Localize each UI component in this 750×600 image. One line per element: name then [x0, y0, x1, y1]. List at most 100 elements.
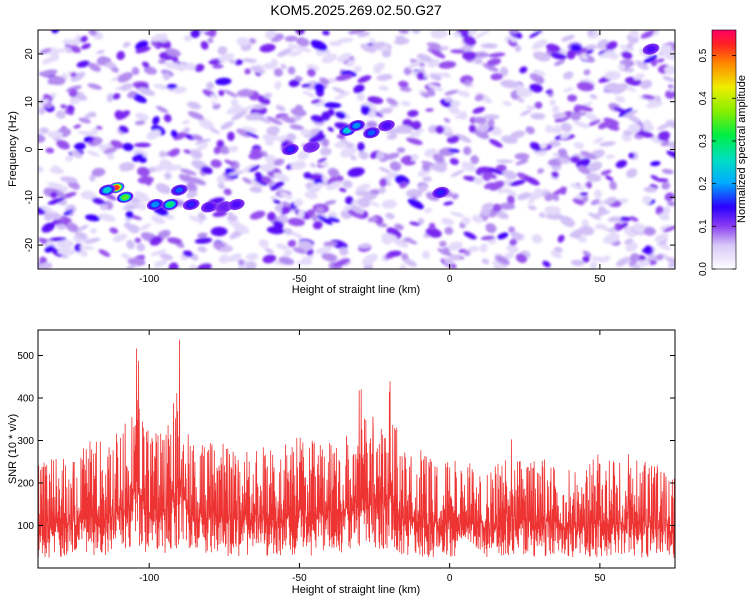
spectrogram-noise-blob [589, 94, 598, 100]
spectrogram-noise-blob [632, 223, 646, 233]
spectrogram-noise-blob [389, 161, 402, 171]
spectrogram-noise-blob [39, 48, 52, 55]
spectrogram-noise-blob [667, 200, 675, 207]
spectrogram-noise-blob [502, 100, 512, 107]
spectrogram-noise-blob [340, 146, 357, 158]
spectrogram-noise-blob [215, 77, 232, 86]
spectrogram-noise-blob [141, 61, 150, 68]
snr-x-axis-label: Height of straight line (km) [292, 584, 420, 596]
spectrogram-noise-blob [116, 50, 126, 61]
spectrogram-noise-blob [502, 170, 517, 180]
spectrogram-noise-blob [603, 233, 620, 244]
spectrogram-noise-blob [308, 134, 326, 144]
spectrogram-noise-blob [65, 155, 74, 162]
spectrogram-noise-blob [530, 112, 546, 120]
spectrogram-noise-blob [270, 126, 279, 136]
spectrogram-noise-blob [91, 167, 106, 177]
spectrogram-noise-blob [533, 51, 551, 62]
spectrogram-noise-blob [525, 176, 540, 186]
spectrogram-noise-blob [468, 124, 476, 133]
spectrogram-noise-blob [234, 59, 244, 66]
spectrogram-noise-blob [367, 96, 384, 104]
spectrogram-noise-blob [275, 104, 286, 112]
spectrogram-noise-blob [597, 206, 607, 215]
spectrogram-noise-blob [47, 131, 64, 139]
y-tick-label: 0 [24, 146, 35, 152]
spectrogram-noise-blob [403, 67, 412, 76]
spectrogram-noise-blob [280, 63, 287, 70]
spectrogram-noise-blob [74, 243, 83, 252]
spectrogram-noise-blob [112, 93, 121, 100]
spectrogram-noise-blob [443, 201, 454, 206]
spectrogram-noise-blob [256, 114, 271, 124]
spectrogram-noise-blob [347, 209, 365, 219]
spectrogram-noise-blob [134, 142, 151, 148]
spectrogram-noise-blob [580, 150, 597, 160]
spectrogram-noise-blob [189, 177, 207, 186]
spectrogram-noise-blob [353, 65, 362, 73]
spectrogram-noise-blob [350, 204, 365, 214]
spectrogram-noise-blob [596, 39, 609, 50]
spectrogram-noise-blob [178, 173, 193, 183]
spectrogram-noise-blob [407, 60, 422, 69]
spectrogram-noise-blob [245, 131, 259, 139]
spectrogram-noise-blob [604, 196, 617, 205]
spectrogram-noise-blob [321, 138, 330, 147]
spectrogram-noise-blob [134, 120, 146, 126]
spectrogram-noise-blob [57, 247, 76, 256]
spectrogram-noise-blob [561, 34, 575, 42]
spectrogram-noise-blob [422, 250, 430, 259]
spectrogram-noise-blob [426, 88, 436, 97]
spectrogram-noise-blob [173, 131, 188, 141]
spectrogram-noise-blob [346, 59, 356, 67]
spectrogram-noise-blob [586, 173, 602, 182]
spectrogram-noise-blob [357, 142, 365, 152]
spectrogram-noise-blob [137, 166, 150, 177]
spectrogram-noise-blob [323, 102, 342, 109]
spectrogram-noise-blob [450, 49, 465, 54]
spectrogram-noise-blob [573, 120, 590, 129]
spectrogram-noise-blob [228, 253, 242, 262]
spectrogram-noise-blob [600, 169, 612, 176]
spectrogram-noise-blob [531, 39, 548, 50]
spectrogram-noise-blob [310, 162, 316, 168]
colorbar-label: Normalized spectral amplitude [736, 75, 748, 223]
spectrogram-noise-blob [585, 49, 594, 54]
spectrogram-noise-blob [39, 256, 47, 264]
x-tick-label: -50 [292, 274, 307, 285]
spectrogram-noise-blob [50, 191, 58, 199]
spectrogram-noise-blob [550, 250, 562, 259]
spectrogram-noise-blob [63, 209, 74, 216]
spectrogram-y-axis-label: Frequency (Hz) [7, 111, 19, 187]
spectrogram-noise-blob [572, 229, 582, 239]
spectrogram-noise-blob [448, 241, 463, 251]
spectrogram-noise-blob [126, 239, 135, 250]
spectrogram-noise-blob [421, 92, 430, 98]
spectrogram-noise-blob [288, 79, 300, 87]
spectrogram-noise-blob [403, 258, 417, 267]
spectrogram-noise-blob [474, 129, 490, 139]
spectrogram-noise-blob [73, 124, 82, 129]
spectrogram-noise-blob [187, 101, 202, 110]
spectrogram-noise-blob [430, 49, 446, 59]
snr-y-axis-label: SNR (10 * v/v) [7, 414, 19, 484]
spectrogram-noise-blob [194, 63, 205, 72]
x-tick-label: -50 [292, 573, 307, 584]
spectrogram-noise-blob [55, 110, 66, 119]
spectrogram-noise-blob [445, 96, 453, 103]
spectrogram-noise-blob [455, 133, 472, 143]
spectrogram-noise-blob [353, 84, 365, 94]
spectrogram-noise-blob [438, 61, 457, 69]
spectrogram-hotspot [352, 123, 361, 129]
spectrogram-noise-blob [43, 212, 53, 222]
spectrogram-noise-blob [368, 110, 377, 117]
y-tick-label: 500 [17, 351, 34, 362]
spectrogram-noise-blob [473, 116, 487, 125]
spectrogram-noise-blob [233, 223, 250, 234]
spectrogram-noise-blob [328, 77, 337, 83]
spectrogram-noise-blob [497, 232, 509, 240]
spectrogram-noise-blob [458, 248, 466, 253]
spectrogram-noise-blob [319, 77, 330, 85]
spectrogram-noise-blob [461, 216, 471, 225]
